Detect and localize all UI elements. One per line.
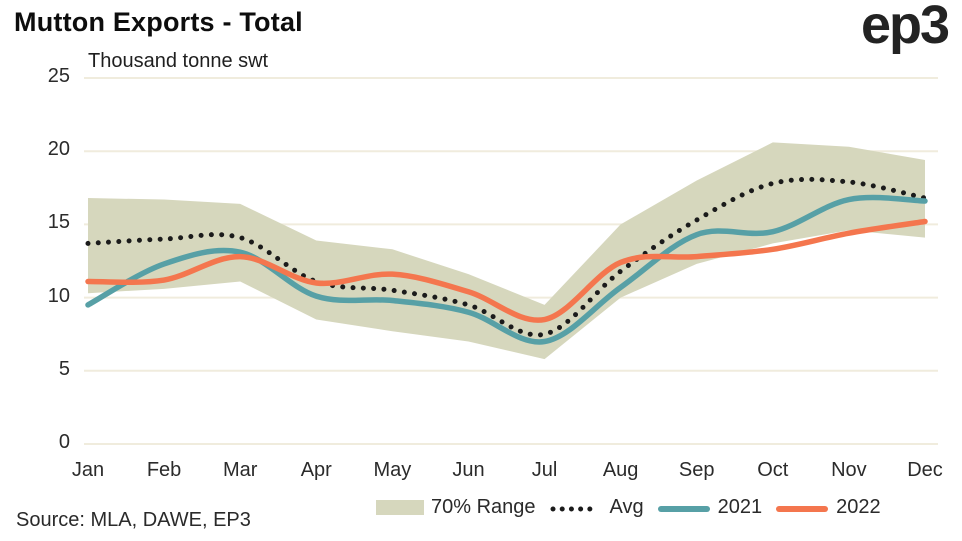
x-tick-label: Jun — [452, 459, 485, 481]
line-2021 — [85, 194, 928, 345]
x-tick-label: Dec — [907, 459, 943, 481]
y-tick-label: 5 — [58, 357, 70, 380]
chart-title: Mutton Exports - Total — [14, 7, 303, 37]
x-tick-label: Feb — [146, 459, 182, 481]
x-tick-label: Sep — [678, 459, 715, 481]
y-tick-label: 15 — [47, 211, 70, 234]
x-tick-label: Aug — [602, 459, 639, 481]
avg-line — [85, 176, 928, 338]
x-tick-label: Apr — [300, 459, 332, 481]
legend-label-avg: Avg — [609, 495, 644, 518]
legend-label-2022: 2022 — [836, 495, 881, 518]
line-2022 — [85, 218, 928, 323]
legend-label-range: 70% Range — [431, 495, 536, 518]
line-2022-swatch — [775, 496, 829, 519]
y-tick-label: 0 — [58, 431, 70, 453]
y-tick-label: 20 — [47, 138, 70, 161]
source-note: Source: MLA, DAWE, EP3 — [16, 509, 251, 531]
chart-subtitle: Thousand tonne swt — [88, 50, 269, 72]
range-band — [88, 142, 925, 360]
line-2021-swatch — [657, 496, 711, 519]
range-band-swatch — [376, 499, 424, 515]
y-tick-label: 25 — [47, 65, 70, 87]
x-tick-label: Jan — [71, 459, 105, 481]
legend-label-2021: 2021 — [717, 495, 763, 518]
brand-logo: ep3 — [860, 0, 950, 55]
x-tick-label: Nov — [831, 459, 867, 481]
x-tick-label: Mar — [222, 459, 258, 481]
avg-line-swatch — [549, 496, 603, 519]
x-tick-label: May — [373, 459, 412, 481]
legend: 70% Range Avg 2021 2022 — [376, 493, 894, 521]
x-tick-label: Jul — [531, 459, 558, 481]
y-tick-label: 10 — [47, 284, 70, 307]
x-tick-label: Oct — [757, 459, 789, 481]
